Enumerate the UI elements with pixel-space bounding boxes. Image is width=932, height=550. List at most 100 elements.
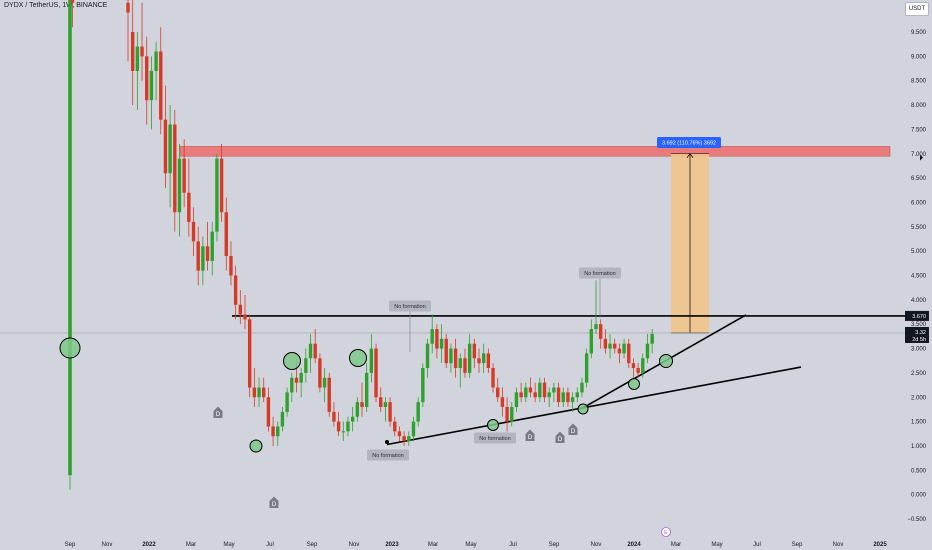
time-tick: 2024: [627, 542, 641, 548]
time-tick: Sep: [65, 542, 76, 548]
candle-body: [393, 421, 397, 432]
candle: [486, 348, 491, 373]
candle: [318, 353, 322, 393]
zones-layer: 3.692 (110.76%) 3692: [179, 137, 891, 334]
candle: [594, 280, 598, 334]
candle: [631, 358, 636, 378]
time-tick: 2025: [873, 542, 887, 548]
candle: [645, 333, 650, 364]
candle-body: [575, 392, 579, 398]
candle: [458, 353, 462, 388]
time-tick: Mar: [186, 542, 196, 548]
candle: [327, 372, 331, 417]
candle: [491, 363, 495, 393]
candle-body: [514, 392, 519, 407]
annotation-text: No formation: [372, 453, 404, 459]
candle: [266, 387, 271, 432]
candle: [552, 382, 556, 403]
dividend-marker-letter: D: [528, 435, 533, 441]
candle-body: [416, 402, 420, 422]
price-tick: 8.000: [911, 103, 927, 109]
candle: [346, 416, 350, 437]
candle: [130, 0, 135, 106]
price-tick: 1.000: [911, 444, 927, 450]
price-tick: 2.500: [911, 371, 927, 377]
annotation-bg: [474, 432, 516, 444]
candle: [608, 333, 612, 359]
candle: [163, 85, 168, 188]
earnings-marker-letter: E: [664, 530, 668, 536]
annotations-layer: No formation No formation No formation No f…: [367, 267, 621, 461]
candle: [299, 368, 303, 398]
candle-body: [196, 241, 200, 271]
candle-body: [130, 32, 135, 71]
candle: [435, 324, 439, 359]
dividend-marker-shape: [568, 423, 578, 435]
candle: [290, 372, 294, 403]
candle: [575, 387, 579, 403]
candle-body: [219, 158, 224, 213]
time-tick: 2022: [142, 542, 156, 548]
candle-body: [566, 392, 570, 403]
candle-body: [528, 387, 533, 393]
price-tick: 9.500: [911, 30, 927, 36]
candle-body: [533, 392, 537, 398]
measure-label-bg: [657, 137, 721, 148]
candle-body: [374, 348, 378, 398]
candle: [126, 0, 130, 62]
candle: [519, 382, 523, 403]
candle-body: [627, 343, 631, 364]
candle: [528, 377, 533, 398]
candle-body: [346, 421, 350, 432]
candle-body: [308, 343, 313, 359]
candle-body: [453, 348, 458, 369]
candle-body: [547, 392, 551, 398]
candle-body: [355, 402, 360, 417]
candle: [650, 329, 654, 354]
candle: [411, 416, 416, 442]
candle: [538, 377, 542, 403]
candle-body: [369, 348, 374, 373]
candle-body: [388, 402, 392, 422]
candle: [556, 382, 561, 407]
time-tick: Nov: [833, 542, 844, 548]
currency-badge[interactable]: USDT: [905, 2, 929, 16]
candle: [210, 221, 214, 276]
candle: [243, 294, 247, 330]
candle-body: [500, 397, 505, 407]
time-tick: Sep: [307, 542, 318, 548]
candle-body: [603, 338, 608, 349]
candle: [135, 32, 140, 110]
candle-body: [243, 314, 247, 320]
candle-body: [608, 343, 612, 349]
candle-body: [285, 392, 289, 412]
candle: [68, 0, 72, 354]
candle-body: [233, 275, 238, 305]
candle: [271, 416, 275, 446]
candle: [439, 324, 444, 364]
candle: [173, 109, 177, 232]
candle-body: [435, 329, 439, 349]
candle-body: [336, 421, 341, 432]
candle: [453, 338, 458, 378]
candle-body: [327, 377, 331, 412]
candle: [159, 27, 163, 135]
pivot-circle: [577, 403, 589, 415]
candle-body: [641, 358, 645, 373]
candle-body: [182, 158, 186, 193]
time-tick: Nov: [349, 542, 360, 548]
candle-body: [210, 231, 214, 261]
trendline-anchor: [385, 440, 389, 444]
candle: [542, 377, 547, 403]
pivot-circle: [659, 354, 673, 368]
candle-body: [276, 426, 280, 437]
price-axis: −0.500 0.000 0.500 1.000 1.500 2.000 2.500 3.00…: [905, 30, 929, 523]
candle-body: [252, 387, 257, 398]
candle: [229, 241, 233, 286]
candle: [500, 387, 505, 417]
candle: [496, 377, 500, 403]
candle-body: [168, 124, 172, 174]
candle: [627, 338, 631, 369]
candle: [262, 377, 266, 403]
